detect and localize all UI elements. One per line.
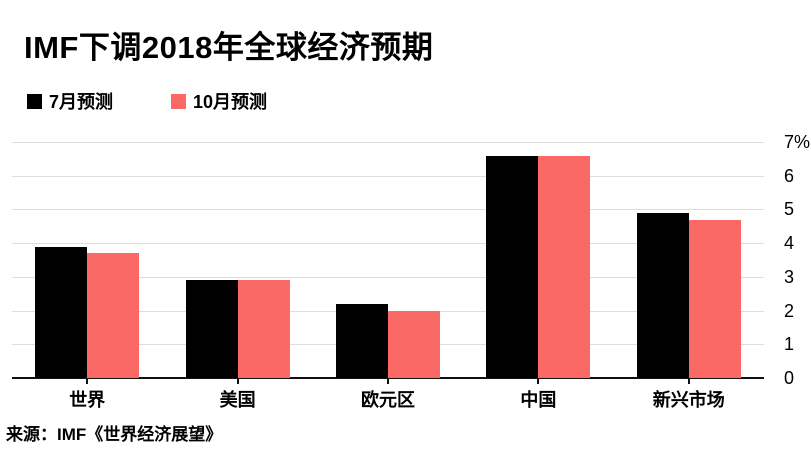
y-axis-label: 7% [784,132,811,152]
bar-group [185,142,290,378]
gridline [12,175,764,177]
bar-july-forecast [185,280,238,378]
bar-october-forecast [538,155,591,378]
y-axis-label: 2 [784,300,795,321]
bar-july-forecast [636,212,689,378]
gridline [12,243,764,245]
bar-group [486,142,591,378]
y-axis-label: 0 [784,368,795,388]
bar-group [35,142,140,378]
y-axis-label: 1 [784,334,795,355]
bar-july-forecast [35,246,88,378]
bar-july-forecast [336,303,388,378]
x-axis-tick [537,378,540,384]
y-axis-label: 4 [784,233,795,254]
x-axis-label: 欧元区 [361,390,415,410]
legend-item-october: 10月预测 [171,88,267,114]
y-axis-label: 5 [784,199,795,220]
x-axis-tick [687,378,690,384]
legend-label-july: 7月预测 [49,92,114,112]
bar-october-forecast [237,280,290,378]
bar-october-forecast [688,219,741,378]
x-axis-tick [236,378,239,384]
x-axis-label: 世界 [69,390,106,410]
bar-group [336,142,440,378]
legend-swatch-july-icon [27,93,42,109]
legend: 7月预测 10月预测 [27,88,325,114]
x-axis-label: 新兴市场 [652,390,725,410]
gridline [12,142,764,143]
x-axis-label: 美国 [219,390,256,410]
chart-title: IMF下调2018年全球经济预期 [24,30,434,65]
bar-october-forecast [388,310,440,378]
bar-july-forecast [486,155,539,378]
source-note: 来源：IMF《世界经济展望》 [6,425,223,444]
gridline [12,276,764,278]
plot-area: 0 1 2 3 4 5 6 7% [12,132,810,388]
x-axis-label: 中国 [520,390,557,410]
legend-item-july: 7月预测 [27,88,113,114]
legend-swatch-october-icon [171,93,187,109]
bar-october-forecast [87,253,140,378]
bar-group [636,142,741,378]
y-axis-label: 3 [784,266,795,287]
legend-label-october: 10月预测 [193,92,268,112]
gridline [12,209,764,211]
x-axis-tick [387,378,389,384]
x-axis-tick [86,378,89,384]
y-axis-label: 6 [784,165,795,186]
